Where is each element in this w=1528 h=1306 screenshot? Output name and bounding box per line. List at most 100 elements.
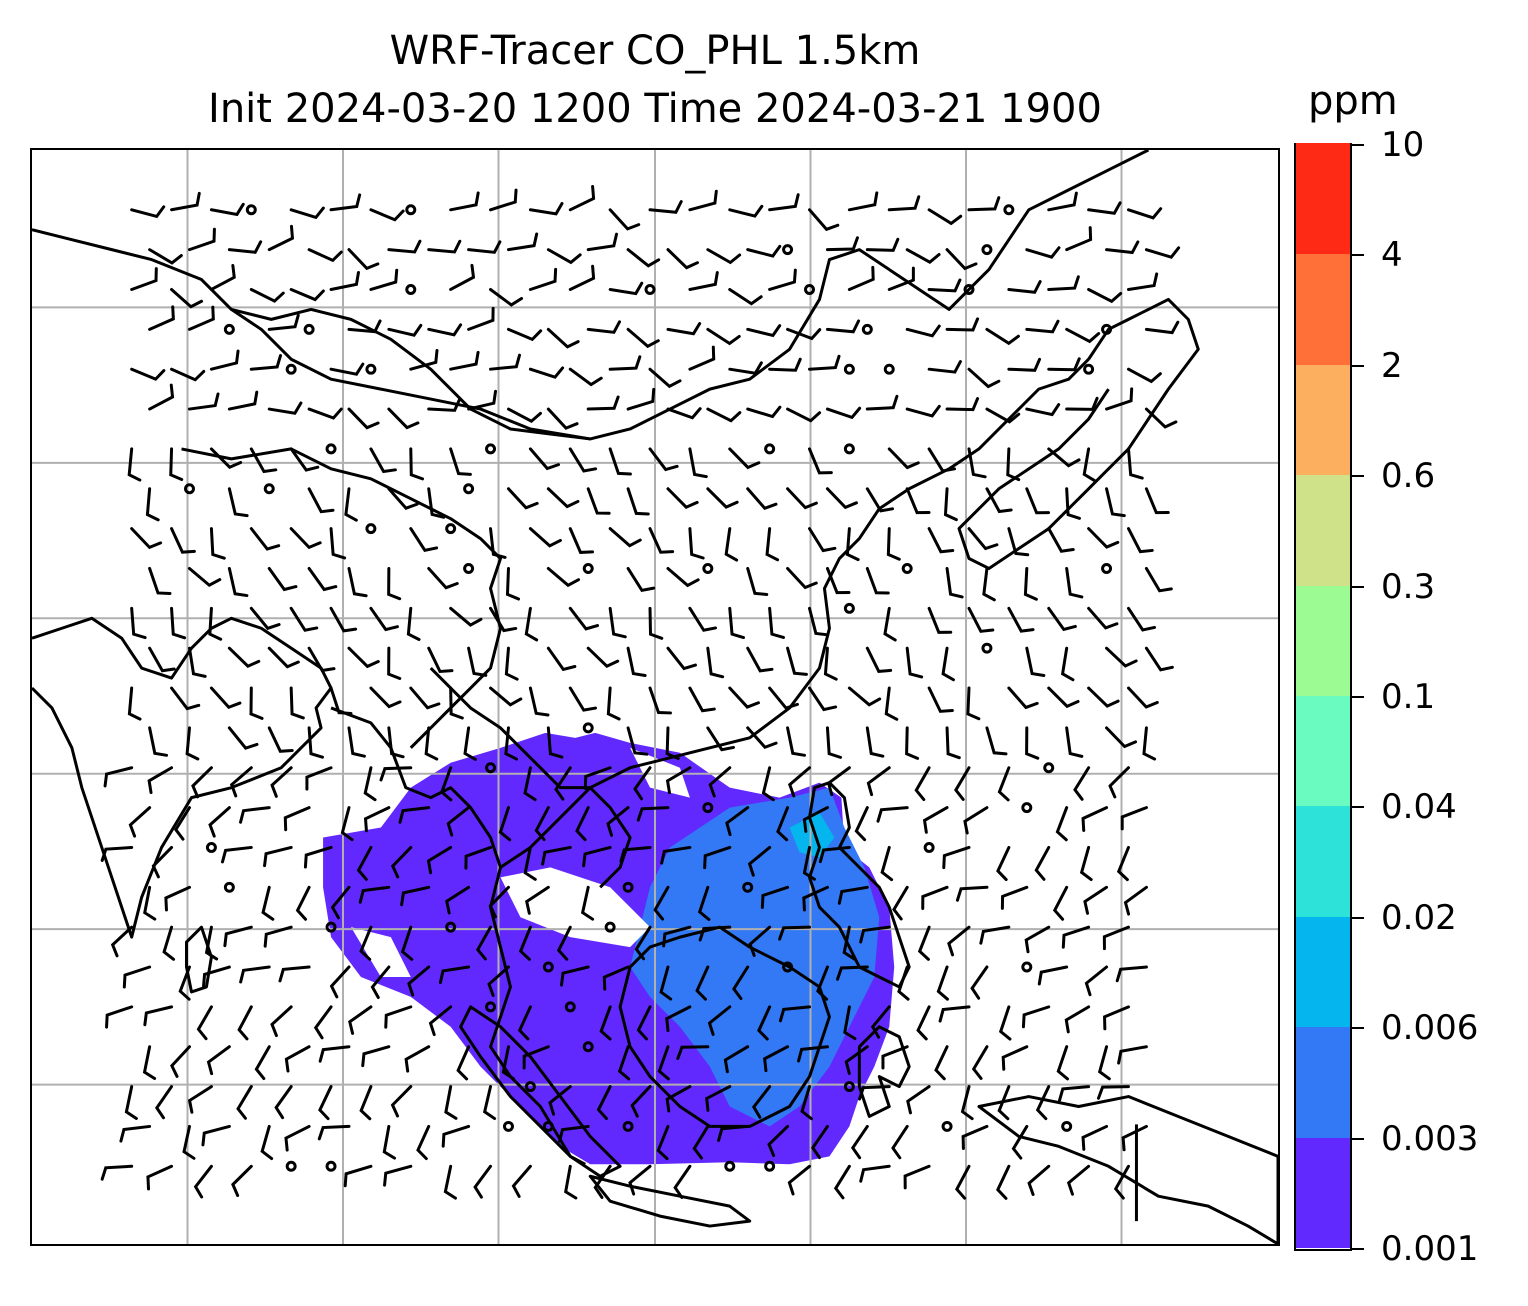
wind-barb xyxy=(146,1164,174,1191)
wind-barb xyxy=(546,646,577,672)
wind-barb xyxy=(409,527,439,553)
wind-barb xyxy=(546,487,580,509)
wind-barb xyxy=(728,204,764,218)
wind-barb xyxy=(201,1124,231,1147)
wind-barb xyxy=(688,686,716,713)
wind-barb xyxy=(103,766,134,788)
wind-barb xyxy=(440,766,453,802)
wind-barb xyxy=(1047,357,1081,372)
wind-barb xyxy=(307,248,343,263)
wind-barb xyxy=(706,726,735,752)
wind-barb xyxy=(966,686,981,721)
wind-barb xyxy=(608,606,627,639)
wind-barb xyxy=(599,1005,612,1041)
wind-barb xyxy=(148,646,176,673)
wind-barb xyxy=(1064,1005,1091,1034)
wind-barb xyxy=(941,646,955,682)
wind-barb xyxy=(174,806,191,841)
wind-barb xyxy=(170,287,204,309)
wind-barb xyxy=(1025,319,1060,334)
wind-barb xyxy=(560,965,590,987)
wind-barb xyxy=(456,1045,471,1081)
wind-barb xyxy=(825,236,859,252)
wind-barb xyxy=(404,1045,431,1073)
wind-barb xyxy=(546,327,580,349)
wind-barb xyxy=(400,885,431,907)
wind-barb xyxy=(347,407,380,430)
wind-barb xyxy=(825,319,861,334)
colorbar-tick-label: 10 xyxy=(1381,125,1425,165)
wind-barb xyxy=(1126,447,1144,480)
wind-barb xyxy=(961,1124,989,1150)
wind-barb xyxy=(768,686,799,710)
wind-barb xyxy=(606,686,621,721)
wind-barb xyxy=(728,361,763,375)
wind-barb xyxy=(154,1085,174,1120)
wind-barb xyxy=(768,357,802,372)
calm-wind-marker xyxy=(604,921,616,933)
wind-barb xyxy=(934,1045,949,1081)
wind-barb xyxy=(985,726,1008,756)
colorbar-segment xyxy=(1296,143,1350,255)
wind-barb xyxy=(757,1005,772,1041)
wind-barb xyxy=(870,1005,891,1039)
calm-wind-marker xyxy=(485,443,497,455)
wind-barb xyxy=(688,527,705,560)
wind-barb xyxy=(427,566,459,590)
wind-barb xyxy=(786,407,822,423)
country-border-mongolia xyxy=(230,308,591,441)
wind-barb xyxy=(816,965,829,1001)
wind-barb xyxy=(842,925,856,961)
wind-barb xyxy=(274,1085,293,1120)
wind-barb xyxy=(289,447,320,472)
wind-barb xyxy=(717,1124,750,1142)
wind-barb xyxy=(1027,1164,1051,1196)
wind-barb xyxy=(369,208,405,222)
wind-barb xyxy=(523,766,537,802)
wind-barb xyxy=(1144,320,1180,335)
wind-barb xyxy=(673,1164,692,1199)
wind-barb xyxy=(528,366,565,379)
wind-barb xyxy=(289,206,325,220)
coastline-korea-japan xyxy=(957,297,1200,570)
wind-barb xyxy=(666,407,702,420)
map-gridlines xyxy=(32,150,1278,1244)
calm-wind-marker xyxy=(764,443,776,455)
country-border-indochina xyxy=(429,667,632,889)
wind-barb xyxy=(361,1045,391,1068)
wind-barb xyxy=(564,1164,578,1200)
wind-barb xyxy=(881,1045,909,1070)
wind-barb xyxy=(343,1164,373,1188)
wind-barb xyxy=(905,726,920,760)
wind-barb xyxy=(666,646,697,671)
calm-wind-marker xyxy=(742,881,754,893)
colorbar-tick-label: 0.1 xyxy=(1381,677,1436,717)
wind-barb xyxy=(778,1005,811,1023)
wind-barb xyxy=(387,566,402,601)
calm-wind-marker xyxy=(923,841,935,853)
wind-barb xyxy=(387,726,405,759)
wind-barb xyxy=(656,1124,670,1161)
wind-barb xyxy=(209,686,242,710)
wind-barb xyxy=(708,766,732,798)
wind-barb xyxy=(267,726,294,753)
wind-barb xyxy=(307,407,343,420)
wind-barb xyxy=(633,766,652,801)
wind-barb xyxy=(732,965,750,1000)
wind-barb xyxy=(506,327,543,342)
wind-barb xyxy=(626,487,650,516)
wind-barb xyxy=(626,387,656,411)
calm-wind-marker xyxy=(963,284,975,295)
wind-barb xyxy=(1126,207,1163,220)
wind-barb xyxy=(845,527,860,562)
wind-barb xyxy=(363,806,391,833)
wind-barb xyxy=(1105,387,1134,411)
wind-barb xyxy=(955,885,989,902)
wind-barb xyxy=(787,1164,811,1196)
wind-barb xyxy=(307,646,336,673)
calm-wind-marker xyxy=(941,1120,953,1132)
wind-barb xyxy=(886,527,901,561)
wind-barb xyxy=(688,345,716,371)
wind-barb xyxy=(130,205,166,219)
wind-barb xyxy=(979,925,1011,945)
